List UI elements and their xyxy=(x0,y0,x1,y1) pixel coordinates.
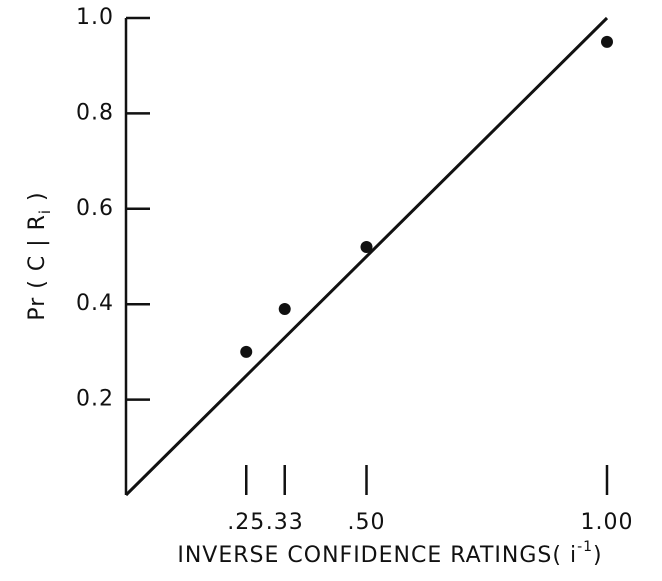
y-tick-label: 0.4 xyxy=(76,291,114,316)
y-label-end: ) xyxy=(25,191,50,209)
x-tick-label: .33 xyxy=(266,510,304,535)
x-tick-label: .25 xyxy=(227,510,265,535)
x-axis-label: INVERSE CONFIDENCE RATINGS( i-1) xyxy=(177,539,602,568)
point xyxy=(601,35,613,48)
x-label-end: ) xyxy=(593,543,603,568)
y-axis-label: Pr ( C | Ri ) xyxy=(25,191,54,320)
x-label-sup: -1 xyxy=(577,539,593,555)
x-label-main: INVERSE CONFIDENCE RATINGS( i xyxy=(177,543,577,568)
point xyxy=(278,302,291,315)
point xyxy=(240,345,253,358)
fit-line xyxy=(124,16,609,497)
x-tick-label: .50 xyxy=(348,510,386,535)
y-tick-label: 0.8 xyxy=(76,100,114,125)
x-tick-label: 1.00 xyxy=(581,510,634,535)
y-tick-label: 1.0 xyxy=(76,5,114,30)
point xyxy=(360,240,373,253)
y-tick-label: 0.6 xyxy=(76,196,114,221)
y-label-main: Pr ( C | R xyxy=(25,214,50,321)
y-label-sub: i xyxy=(36,209,54,214)
y-tick-label: 0.2 xyxy=(76,387,114,412)
